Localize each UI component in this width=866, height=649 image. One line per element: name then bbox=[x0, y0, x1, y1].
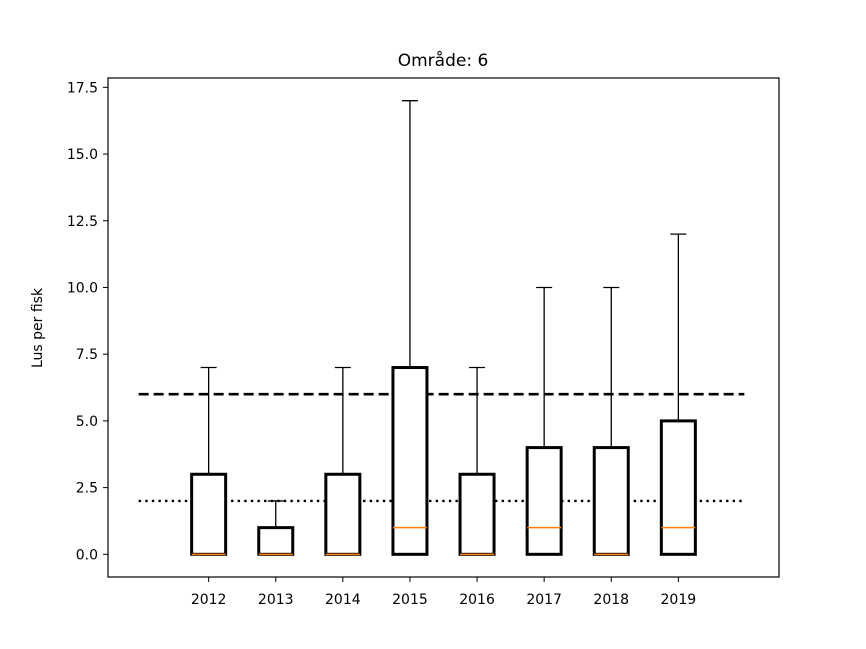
x-tick-label: 2012 bbox=[191, 592, 227, 608]
box-body bbox=[391, 366, 429, 556]
y-tick-label: 17.5 bbox=[67, 80, 98, 96]
box-body bbox=[525, 446, 563, 556]
y-tick-label: 0.0 bbox=[76, 547, 98, 563]
box-body bbox=[659, 419, 697, 556]
x-tick-label: 2018 bbox=[593, 592, 629, 608]
box-2019 bbox=[659, 233, 697, 556]
y-tick-label: 7.5 bbox=[76, 347, 98, 363]
y-tick-label: 10.0 bbox=[67, 280, 98, 296]
box-2016 bbox=[458, 366, 496, 556]
axes-frame bbox=[107, 77, 780, 578]
x-tick-label: 2014 bbox=[325, 592, 361, 608]
plot-area: 2012 2013 2014 2015 2016 2017 2018 2019 0.0 2.5 5.… bbox=[67, 80, 745, 608]
chart-title: Område: 6 bbox=[398, 50, 489, 71]
box-body bbox=[190, 472, 228, 556]
box-body bbox=[324, 472, 362, 556]
x-tick-label: 2016 bbox=[459, 592, 495, 608]
x-tick-label: 2013 bbox=[258, 592, 294, 608]
x-tick-label: 2015 bbox=[392, 592, 428, 608]
y-axis-label: Lus per fisk bbox=[30, 287, 46, 368]
y-tick-label: 12.5 bbox=[67, 214, 98, 230]
y-tick-label: 2.5 bbox=[76, 481, 98, 497]
box-2013 bbox=[257, 500, 295, 556]
box-body bbox=[458, 472, 496, 556]
box-2017 bbox=[525, 286, 563, 556]
box-2014 bbox=[324, 366, 362, 556]
box-2018 bbox=[592, 286, 630, 556]
box-2012 bbox=[190, 366, 228, 556]
box-2015 bbox=[391, 100, 429, 556]
box-body bbox=[592, 446, 630, 556]
x-tick-label: 2017 bbox=[526, 592, 562, 608]
y-tick-label: 5.0 bbox=[76, 414, 98, 430]
box-body bbox=[257, 526, 295, 556]
x-tick-label: 2019 bbox=[661, 592, 697, 608]
y-tick-label: 15.0 bbox=[67, 147, 98, 163]
